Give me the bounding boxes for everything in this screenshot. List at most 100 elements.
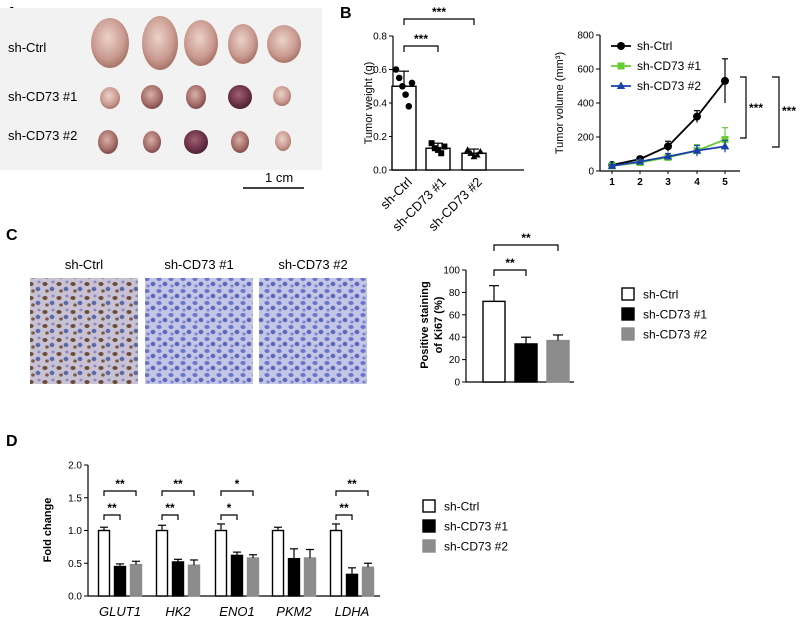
fold-legend-label-0: sh-Ctrl: [444, 500, 479, 514]
ki67-legend: sh-Ctrl sh-CD73 #1 sh-CD73 #2: [621, 287, 707, 342]
weight-point: [438, 150, 445, 157]
fold-sig-lower-0: [103, 514, 121, 520]
tumor-kd1-2: [141, 85, 163, 109]
tumor-row-kd2: [98, 130, 291, 154]
volume-x-tick-label: 5: [722, 177, 728, 188]
volume-sig-bracket-2-label: ***: [782, 104, 796, 118]
fold-x-label-3: PKM2: [276, 604, 312, 619]
weight-y-tick-label: 0.6: [373, 65, 387, 76]
ki67-y-tick-label: 0: [454, 378, 460, 389]
volume-x-tick-label: 3: [665, 177, 671, 188]
ki67-bar-2: [546, 339, 570, 383]
fold-sig-lower-0-label: **: [107, 501, 117, 515]
fold-y-title: Fold change: [42, 498, 54, 563]
ki67-bar-1: [514, 343, 538, 383]
ihc-image-kd2: [259, 278, 367, 384]
volume-y-tick-label: 200: [577, 133, 594, 144]
fold-sig-lower-4-label: **: [339, 501, 349, 515]
volume-point-2: [635, 157, 645, 165]
tumor-ctrl-5: [267, 25, 301, 63]
fold-sig-upper-2-label: *: [235, 477, 240, 491]
weight-point: [467, 149, 475, 156]
ihc-label-kd1: sh-CD73 #1: [164, 257, 233, 272]
weight-point: [408, 79, 416, 87]
fold-sig-upper-0: [103, 490, 137, 496]
fold-sig-lower-1-label: **: [165, 501, 175, 515]
ki67-legend-label-1: sh-CD73 #1: [643, 308, 707, 322]
volume-point-2: [663, 152, 673, 160]
fold-y-tick-label: 2.0: [68, 461, 82, 472]
volume-legend-label-1: sh-CD73 #1: [637, 59, 701, 73]
weight-bar-0: [391, 85, 417, 171]
volume-point-2: [692, 146, 702, 154]
fold-x-label-0: GLUT1: [99, 604, 141, 619]
volume-series-line-0: [611, 80, 726, 166]
tumor-volume-chart: 0 200 400 600 800 1 2 3 4 5 sh-Ctrl sh-CD73 #1 sh-CD…: [554, 31, 796, 189]
ki67-y-tick-label: 80: [449, 288, 461, 299]
fold-sig-upper-1: [161, 490, 195, 496]
fold-bar: [329, 529, 343, 597]
tumor-kd2-1: [98, 130, 118, 154]
fold-bar: [155, 529, 169, 597]
volume-point-0: [664, 142, 672, 151]
fold-sig-upper-0-label: **: [115, 477, 125, 491]
weight-point: [477, 147, 484, 155]
tumor-row-ctrl: [91, 16, 301, 70]
ki67-y-title-line-2: of Ki67 (%): [433, 296, 445, 353]
weight-y-tick-label: 0.2: [373, 132, 387, 143]
ki67-y-tick-label: 100: [443, 266, 460, 277]
fold-sig-upper-4-label: **: [347, 477, 357, 491]
weight-point: [395, 74, 403, 82]
volume-point-2: [607, 161, 617, 169]
fold-bar: [97, 529, 111, 597]
weight-y-tick-label: 0.4: [373, 99, 387, 110]
weight-point: [428, 140, 435, 147]
tumor-kd2-4: [231, 131, 249, 153]
tumor-row-kd1: [100, 85, 291, 109]
weight-point: [464, 146, 471, 153]
weight-sig-bracket-2: [403, 18, 475, 25]
fold-bar: [214, 529, 228, 597]
weight-y-tick-label: 0.0: [373, 166, 387, 177]
weight-y-title: Tumor weight (g): [363, 62, 375, 145]
fold-y-tick-label: 0.0: [68, 592, 82, 603]
weight-sig-bracket-1: [403, 45, 439, 52]
panel-c-letter: C: [6, 227, 18, 244]
weight-point: [402, 91, 409, 98]
panel-b-letter: B: [340, 5, 352, 22]
ki67-y-tick-label: 40: [449, 333, 461, 344]
fold-x-label-4: LDHA: [335, 604, 370, 619]
fold-y-tick-label: 0.5: [68, 559, 82, 570]
volume-sig-bracket-1: [740, 76, 747, 139]
weight-y-tick-label: 0.8: [373, 32, 387, 43]
weight-point: [431, 145, 438, 152]
fold-sig-lower-2: [220, 514, 238, 520]
fold-legend-swatch-0: [422, 499, 436, 513]
weight-point: [405, 103, 413, 110]
tumor-kd2-3: [184, 130, 208, 154]
fold-x-label-1: HK2: [165, 604, 191, 619]
fold-bar: [187, 564, 201, 597]
tumor-ctrl-1: [91, 18, 129, 68]
fold-bar: [129, 563, 143, 597]
volume-legend-marker-1: [617, 62, 625, 70]
fold-bar: [171, 561, 185, 597]
volume-x-tick-label: 2: [637, 177, 643, 188]
volume-y-title: Tumor volume (mm³): [554, 52, 566, 154]
volume-y-tick-label: 400: [577, 99, 594, 110]
volume-legend-label-2: sh-CD73 #2: [637, 79, 701, 93]
ki67-legend-label-2: sh-CD73 #2: [643, 328, 707, 342]
volume-x-tick-label: 4: [694, 177, 700, 188]
ihc-image-kd1: [145, 278, 253, 384]
ki67-sig-bracket-1: [493, 269, 527, 276]
weight-point: [441, 143, 448, 150]
fold-sig-upper-1-label: **: [173, 477, 183, 491]
weight-point: [399, 82, 406, 90]
tumor-row-label-kd2: sh-CD73 #2: [8, 128, 77, 143]
tumor-ctrl-4: [228, 24, 258, 64]
volume-y-tick-label: 600: [577, 65, 594, 76]
tumor-kd2-2: [143, 131, 161, 153]
fold-sig-lower-2-label: *: [227, 501, 232, 515]
volume-sig-bracket-2: [772, 76, 780, 148]
